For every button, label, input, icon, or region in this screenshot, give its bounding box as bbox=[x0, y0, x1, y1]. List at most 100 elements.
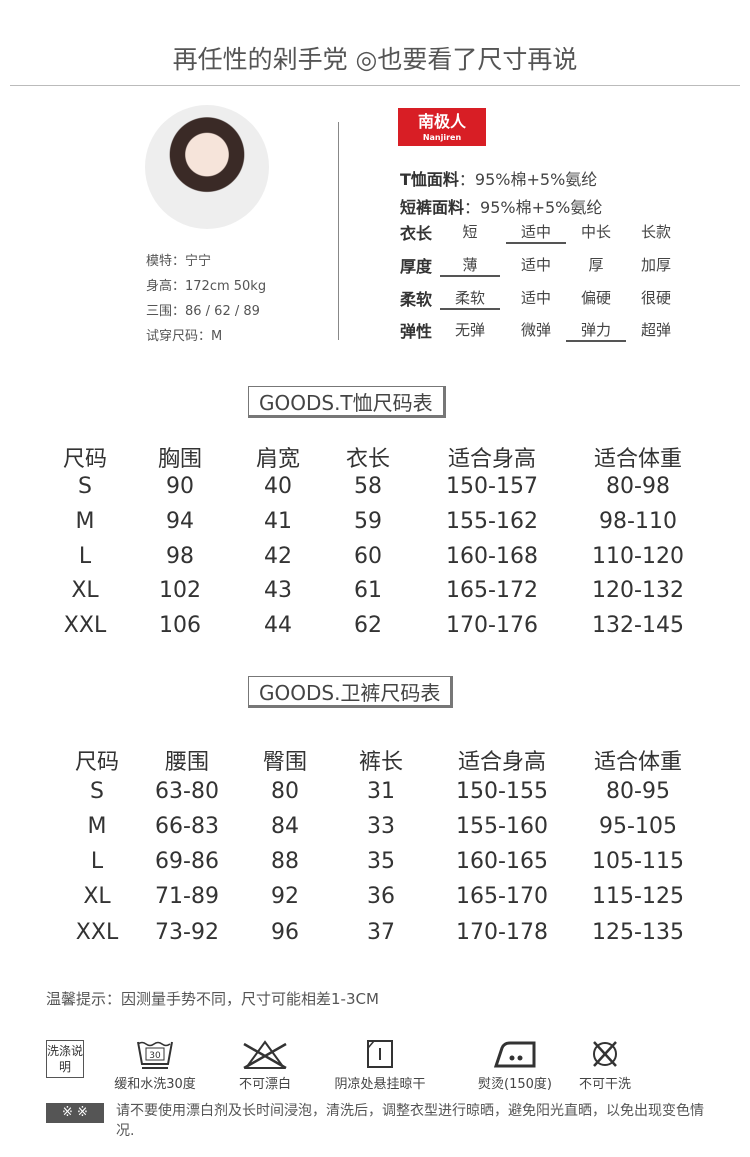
column-header: 适合体重 bbox=[593, 447, 682, 472]
attribute-option: 长款 bbox=[640, 223, 671, 241]
table-cell: 43 bbox=[264, 578, 292, 603]
table-cell: 35 bbox=[367, 849, 395, 874]
model-height: 身高：172cm 50kg bbox=[146, 279, 267, 294]
model-measure: 三围：86 / 62 / 89 bbox=[146, 304, 260, 319]
tshirt-section-title: GOODS.T恤尺码表 bbox=[248, 386, 446, 418]
table-cell: 66-83 bbox=[155, 814, 219, 839]
table-cell: S bbox=[78, 474, 92, 499]
table-cell: L bbox=[78, 544, 92, 569]
table-cell: L bbox=[90, 849, 104, 874]
care-label-text: 不可漂白 bbox=[238, 1077, 291, 1092]
fabric-value: ：95%棉+5%氨纶 bbox=[458, 170, 598, 189]
pants-section-title: GOODS.卫裤尺码表 bbox=[248, 676, 454, 708]
fabric-label: 短裤面料 bbox=[400, 198, 465, 217]
fabric-value: ：95%棉+5%氨纶 bbox=[464, 198, 603, 217]
no-dry-clean-icon bbox=[580, 1038, 630, 1074]
attribute-option: 弹力 bbox=[566, 319, 626, 342]
column-header: 裤长 bbox=[358, 750, 403, 775]
care-label-text: 缓和水洗30度 bbox=[114, 1077, 196, 1092]
attribute-option: 适中 bbox=[520, 289, 551, 307]
attribute-option: 薄 bbox=[440, 254, 500, 277]
attribute-option: 中长 bbox=[580, 223, 611, 241]
column-header: 肩宽 bbox=[255, 447, 300, 472]
column-header: 尺码 bbox=[74, 750, 119, 775]
brand-logo: 南极人 Nanjiren bbox=[398, 108, 486, 146]
table-cell: 71-89 bbox=[155, 884, 219, 909]
table-cell: 58 bbox=[354, 474, 382, 499]
care-label-text: 不可干洗 bbox=[578, 1077, 631, 1092]
tip-text: 温馨提示：因测量手势不同，尺寸可能相差1-3CM bbox=[46, 990, 379, 1008]
table-cell: 115-125 bbox=[592, 884, 684, 909]
column-header: 腰围 bbox=[164, 750, 209, 775]
table-cell: 170-176 bbox=[446, 613, 538, 638]
fabric-tshirt: T恤面料：95%棉+5%氨纶 bbox=[400, 166, 597, 190]
table-cell: XL bbox=[83, 884, 111, 909]
table-cell: 62 bbox=[354, 613, 382, 638]
page-title: 再任性的剁手党 ◎也要看了尺寸再说 bbox=[172, 45, 578, 74]
brand-cn: 南极人 bbox=[417, 112, 466, 131]
table-cell: 42 bbox=[264, 544, 292, 569]
table-cell: 90 bbox=[166, 474, 194, 499]
table-cell: 69-86 bbox=[155, 849, 219, 874]
table-cell: 165-172 bbox=[446, 578, 538, 603]
column-header: 适合身高 bbox=[447, 447, 536, 472]
table-cell: 132-145 bbox=[592, 613, 684, 638]
table-cell: 80-95 bbox=[606, 779, 670, 804]
table-cell: 165-170 bbox=[456, 884, 548, 909]
care-label: 洗涤说明 bbox=[46, 1040, 84, 1078]
table-cell: 106 bbox=[159, 613, 201, 638]
divider bbox=[10, 85, 740, 86]
attribute-option: 柔软 bbox=[440, 287, 500, 310]
table-cell: XXL bbox=[75, 920, 119, 945]
attribute-option: 超弹 bbox=[640, 321, 671, 339]
attribute-option: 微弹 bbox=[520, 321, 551, 339]
table-cell: XXL bbox=[63, 613, 107, 638]
model-size: 试穿尺码：M bbox=[146, 329, 223, 344]
table-cell: M bbox=[87, 814, 107, 839]
attribute-option: 适中 bbox=[506, 221, 566, 244]
table-cell: 40 bbox=[264, 474, 292, 499]
attribute-label: 柔软 bbox=[400, 290, 433, 309]
model-photo bbox=[145, 105, 269, 229]
table-cell: 94 bbox=[166, 509, 194, 534]
attribute-label: 衣长 bbox=[400, 224, 433, 243]
table-cell: 88 bbox=[271, 849, 299, 874]
attribute-option: 加厚 bbox=[640, 256, 671, 274]
column-header: 臀围 bbox=[262, 750, 307, 775]
table-cell: 59 bbox=[354, 509, 382, 534]
column-header: 尺码 bbox=[62, 447, 107, 472]
care-label-text: 熨烫(150度) bbox=[478, 1077, 552, 1092]
attribute-option: 偏硬 bbox=[580, 289, 611, 307]
attribute-option: 无弹 bbox=[454, 321, 485, 339]
column-header: 衣长 bbox=[345, 447, 390, 472]
table-cell: 160-165 bbox=[456, 849, 548, 874]
table-cell: M bbox=[75, 509, 95, 534]
svg-text:30: 30 bbox=[149, 1051, 161, 1061]
hang-dry-shade-icon bbox=[355, 1038, 405, 1074]
attribute-label: 厚度 bbox=[400, 257, 433, 276]
table-cell: 110-120 bbox=[592, 544, 684, 569]
table-cell: 44 bbox=[264, 613, 292, 638]
table-cell: 41 bbox=[264, 509, 292, 534]
table-cell: 98 bbox=[166, 544, 194, 569]
table-cell: 84 bbox=[271, 814, 299, 839]
table-cell: 31 bbox=[367, 779, 395, 804]
column-header: 适合身高 bbox=[457, 750, 546, 775]
table-cell: 33 bbox=[367, 814, 395, 839]
table-cell: XL bbox=[71, 578, 99, 603]
table-cell: 155-162 bbox=[446, 509, 538, 534]
table-cell: 160-168 bbox=[446, 544, 538, 569]
wash-30-icon: 30 bbox=[130, 1038, 180, 1074]
notice-text: 请不要使用漂白剂及长时间浸泡，清洗后，调整衣型进行晾晒，避免阳光直晒，以免出现变… bbox=[116, 1103, 704, 1139]
model-name: 模特：宁宁 bbox=[146, 254, 212, 269]
table-cell: 60 bbox=[354, 544, 382, 569]
attribute-option: 厚 bbox=[588, 256, 604, 274]
attribute-option: 适中 bbox=[520, 256, 551, 274]
table-cell: 105-115 bbox=[592, 849, 684, 874]
table-cell: 150-155 bbox=[456, 779, 548, 804]
notice-mark: ※ ※ bbox=[46, 1103, 104, 1123]
fabric-pants: 短裤面料：95%棉+5%氨纶 bbox=[400, 194, 602, 218]
table-cell: 120-132 bbox=[592, 578, 684, 603]
table-cell: 96 bbox=[271, 920, 299, 945]
